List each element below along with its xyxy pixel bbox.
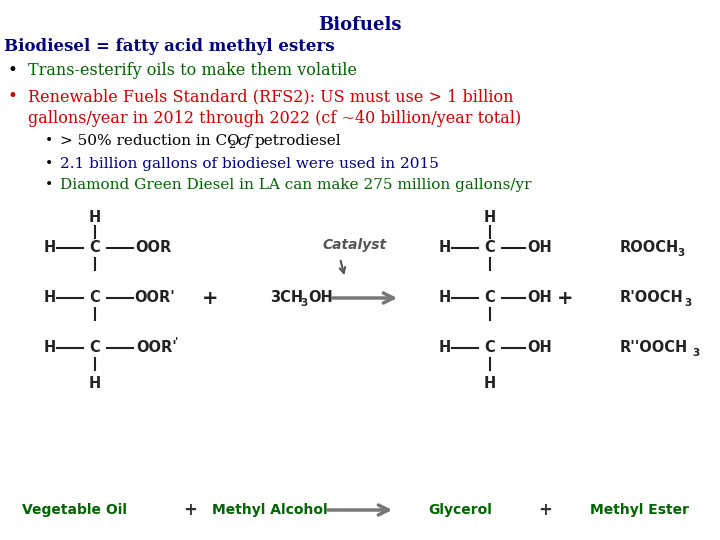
Text: Renewable Fuels Standard (RFS2): US must use > 1 billion: Renewable Fuels Standard (RFS2): US must…	[28, 88, 513, 105]
Text: +: +	[202, 288, 218, 307]
Text: Glycerol: Glycerol	[428, 503, 492, 517]
Text: ': '	[175, 336, 179, 346]
Text: OH: OH	[528, 341, 552, 355]
Text: H: H	[484, 375, 496, 390]
Text: OOR': OOR'	[135, 291, 176, 306]
Text: OOR': OOR'	[137, 341, 177, 355]
Text: H: H	[44, 240, 56, 255]
Text: Biofuels: Biofuels	[318, 16, 402, 34]
Text: 2: 2	[228, 140, 235, 150]
Text: R''OOCH: R''OOCH	[620, 341, 688, 355]
Text: OH: OH	[528, 291, 552, 306]
Text: H: H	[484, 211, 496, 226]
Text: > 50% reduction in CO: > 50% reduction in CO	[60, 134, 240, 148]
Text: OOR: OOR	[135, 240, 171, 255]
Text: +: +	[557, 288, 573, 307]
Text: OH: OH	[528, 240, 552, 255]
Text: H: H	[89, 211, 101, 226]
Text: H: H	[439, 240, 451, 255]
Text: C: C	[485, 240, 495, 255]
Text: 3: 3	[677, 248, 684, 258]
Text: •: •	[45, 178, 53, 192]
Text: H: H	[439, 341, 451, 355]
Text: 2.1 billion gallons of biodiesel were used in 2015: 2.1 billion gallons of biodiesel were us…	[60, 157, 439, 171]
Text: C: C	[89, 240, 100, 255]
Text: +: +	[538, 501, 552, 519]
Text: •: •	[8, 88, 18, 105]
Text: R'OOCH: R'OOCH	[620, 291, 684, 306]
Text: •: •	[45, 134, 53, 148]
Text: C: C	[89, 341, 100, 355]
Text: •: •	[8, 62, 18, 79]
Text: Trans-esterify oils to make them volatile: Trans-esterify oils to make them volatil…	[28, 62, 357, 79]
Text: H: H	[439, 291, 451, 306]
Text: Vegetable Oil: Vegetable Oil	[22, 503, 127, 517]
Text: petrodiesel: petrodiesel	[255, 134, 341, 148]
Text: OH: OH	[308, 291, 333, 306]
Text: Biodiesel = fatty acid methyl esters: Biodiesel = fatty acid methyl esters	[4, 38, 335, 55]
Text: H: H	[89, 375, 101, 390]
Text: 3: 3	[684, 298, 691, 308]
Text: 3CH: 3CH	[270, 291, 303, 306]
Text: Diamond Green Diesel in LA can make 275 million gallons/yr: Diamond Green Diesel in LA can make 275 …	[60, 178, 531, 192]
Text: +: +	[183, 501, 197, 519]
Text: C: C	[89, 291, 100, 306]
Text: cf: cf	[237, 134, 251, 148]
Text: Methyl Alcohol: Methyl Alcohol	[212, 503, 328, 517]
Text: C: C	[485, 291, 495, 306]
Text: 3: 3	[300, 298, 307, 308]
Text: 3: 3	[692, 348, 699, 358]
Text: •: •	[45, 157, 53, 171]
Text: ROOCH: ROOCH	[620, 240, 679, 255]
Text: Catalyst: Catalyst	[323, 238, 387, 252]
Text: Methyl Ester: Methyl Ester	[590, 503, 690, 517]
Text: H: H	[44, 341, 56, 355]
Text: H: H	[44, 291, 56, 306]
Text: gallons/year in 2012 through 2022 (cf ~40 billion/year total): gallons/year in 2012 through 2022 (cf ~4…	[28, 110, 521, 127]
Text: C: C	[485, 341, 495, 355]
